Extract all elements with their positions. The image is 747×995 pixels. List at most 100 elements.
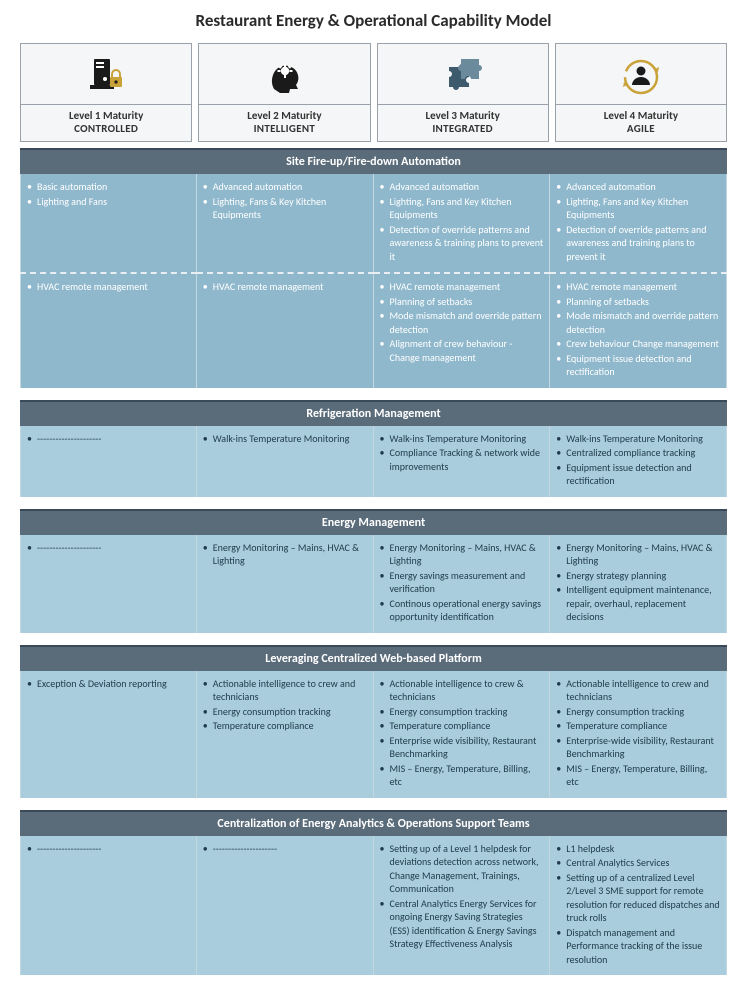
puzzle-icon: [438, 50, 488, 104]
sections-container: Site Fire-up/Fire-down AutomationBasic a…: [20, 148, 727, 975]
bullet-item: Temperature compliance: [380, 719, 544, 733]
level-card-3: Level 3 Maturity INTEGRATED: [377, 43, 549, 142]
bullet-item: Energy Monitoring – Mains, HVAC & Lighti…: [556, 541, 720, 568]
head-gear-icon: [259, 50, 309, 104]
section-spacer: [20, 633, 727, 639]
level-line2: AGILE: [556, 122, 726, 135]
bullet-item: Equipment issue detection and rectificat…: [556, 352, 720, 379]
bullet-item: Lighting, Fans & Key Kitchen Equipments: [203, 195, 367, 222]
bullet-item: Basic automation: [27, 180, 190, 194]
bullet-item: Detection of override patterns and aware…: [380, 223, 544, 264]
content-cell: HVAC remote managementPlanning of setbac…: [550, 274, 727, 388]
bullet-item: Energy savings measurement and verificat…: [380, 569, 544, 596]
bullet-item: MIS – Energy, Temperature, Billing, etc: [556, 762, 720, 789]
bullet-item: Energy strategy planning: [556, 569, 720, 583]
section-header: Site Fire-up/Fire-down Automation: [20, 148, 727, 174]
content-cell: ---------------------: [20, 535, 197, 633]
bullet-item: Walk-ins Temperature Monitoring: [556, 432, 720, 446]
bullet-item: Mode mismatch and override pattern detec…: [556, 309, 720, 336]
content-cell: Walk-ins Temperature MonitoringCentraliz…: [550, 426, 727, 497]
bullet-item: Walk-ins Temperature Monitoring: [380, 432, 544, 446]
bullet-item: HVAC remote management: [556, 280, 720, 294]
bullet-item: Planning of setbacks: [556, 295, 720, 309]
bullet-item: Compliance Tracking & network wide impro…: [380, 446, 544, 473]
level-card-2: Level 2 Maturity INTELLIGENT: [198, 43, 370, 142]
level-line2: INTEGRATED: [378, 122, 548, 135]
bullet-item: Intelligent equipment maintenance, repai…: [556, 583, 720, 624]
content-cell: L1 helpdeskCentral Analytics ServicesSet…: [550, 836, 727, 976]
content-cell: Actionable intelligence to crew & techni…: [374, 671, 551, 798]
section-header: Centralization of Energy Analytics & Ope…: [20, 810, 727, 836]
section-spacer: [20, 798, 727, 804]
bullet-item: Lighting, Fans and Key Kitchen Equipment…: [380, 195, 544, 222]
section-header: Energy Management: [20, 509, 727, 535]
bullet-item: Lighting and Fans: [27, 195, 190, 209]
bullet-item: ---------------------: [27, 842, 190, 856]
bullet-item: HVAC remote management: [27, 280, 190, 294]
bullet-item: Energy consumption tracking: [203, 705, 367, 719]
content-cell: Walk-ins Temperature MonitoringComplianc…: [374, 426, 551, 497]
bullet-item: Crew behaviour Change management: [556, 337, 720, 351]
content-cell: HVAC remote management: [197, 274, 374, 388]
section-header: Refrigeration Management: [20, 400, 727, 426]
content-cell: ---------------------: [20, 836, 197, 976]
bullet-item: Energy Monitoring – Mains, HVAC & Lighti…: [203, 541, 367, 568]
content-cell: Setting up of a Level 1 helpdesk for dev…: [374, 836, 551, 976]
level-line1: Level 4 Maturity: [556, 109, 726, 122]
bullet-item: Planning of setbacks: [380, 295, 544, 309]
bullet-item: Walk-ins Temperature Monitoring: [203, 432, 367, 446]
user-cycle-icon: [616, 50, 666, 104]
level-line2: CONTROLLED: [21, 122, 191, 135]
level-labelbar: Level 1 Maturity CONTROLLED: [21, 104, 191, 141]
level-line2: INTELLIGENT: [199, 122, 369, 135]
section-spacer: [20, 388, 727, 394]
content-cell: Basic automationLighting and Fans: [20, 174, 197, 272]
bullet-item: HVAC remote management: [203, 280, 367, 294]
bullet-item: ---------------------: [27, 432, 190, 446]
bullet-item: Actionable intelligence to crew & techni…: [380, 677, 544, 704]
bullet-item: Temperature compliance: [556, 719, 720, 733]
bullet-item: MIS – Energy, Temperature, Billing, etc: [380, 762, 544, 789]
server-lock-icon: [81, 50, 131, 104]
bullet-item: Enterprise-wide visibility, Restaurant B…: [556, 734, 720, 761]
bullet-item: Alignment of crew behaviour - Change man…: [380, 337, 544, 364]
levels-row: Level 1 Maturity CONTROLLED Level 2 Matu…: [20, 43, 727, 142]
content-row: Basic automationLighting and FansAdvance…: [20, 174, 727, 272]
bullet-item: Detection of override patterns and aware…: [556, 223, 720, 264]
bullet-item: Setting up of a centralized Level 2/Leve…: [556, 871, 720, 925]
bullet-item: Advanced automation: [556, 180, 720, 194]
content-cell: Energy Monitoring – Mains, HVAC & Lighti…: [197, 535, 374, 633]
content-cell: Energy Monitoring – Mains, HVAC & Lighti…: [374, 535, 551, 633]
level-line1: Level 2 Maturity: [199, 109, 369, 122]
bullet-item: Advanced automation: [380, 180, 544, 194]
bullet-item: HVAC remote management: [380, 280, 544, 294]
bullet-item: Energy consumption tracking: [556, 705, 720, 719]
content-cell: Actionable intelligence to crew and tech…: [197, 671, 374, 798]
level-line1: Level 3 Maturity: [378, 109, 548, 122]
section-header: Leveraging Centralized Web-based Platfor…: [20, 645, 727, 671]
content-row: --------------------- Walk-ins Temperatur…: [20, 426, 727, 497]
level-card-1: Level 1 Maturity CONTROLLED: [20, 43, 192, 142]
bullet-item: Advanced automation: [203, 180, 367, 194]
bullet-item: Centralized compliance tracking: [556, 446, 720, 460]
content-cell: Advanced automationLighting, Fans & Key …: [197, 174, 374, 272]
bullet-item: Energy Monitoring – Mains, HVAC & Lighti…: [380, 541, 544, 568]
bullet-item: Temperature compliance: [203, 719, 367, 733]
bullet-item: ---------------------: [27, 541, 190, 555]
bullet-item: Dispatch management and Performance trac…: [556, 926, 720, 967]
level-card-4: Level 4 Maturity AGILE: [555, 43, 727, 142]
bullet-item: L1 helpdesk: [556, 842, 720, 856]
level-line1: Level 1 Maturity: [21, 109, 191, 122]
level-labelbar: Level 3 Maturity INTEGRATED: [378, 104, 548, 141]
content-cell: ---------------------: [20, 426, 197, 497]
content-cell: Actionable intelligence to crew and tech…: [550, 671, 727, 798]
content-cell: Exception & Deviation reporting: [20, 671, 197, 798]
content-cell: HVAC remote management: [20, 274, 197, 388]
bullet-item: Enterprise wide visibility, Restaurant B…: [380, 734, 544, 761]
level-labelbar: Level 2 Maturity INTELLIGENT: [199, 104, 369, 141]
bullet-item: Setting up of a Level 1 helpdesk for dev…: [380, 842, 544, 896]
page-title: Restaurant Energy & Operational Capabili…: [20, 10, 727, 31]
content-row: Exception & Deviation reportingActionabl…: [20, 671, 727, 798]
content-row: ----------------------------------------…: [20, 836, 727, 976]
bullet-item: Actionable intelligence to crew and tech…: [203, 677, 367, 704]
